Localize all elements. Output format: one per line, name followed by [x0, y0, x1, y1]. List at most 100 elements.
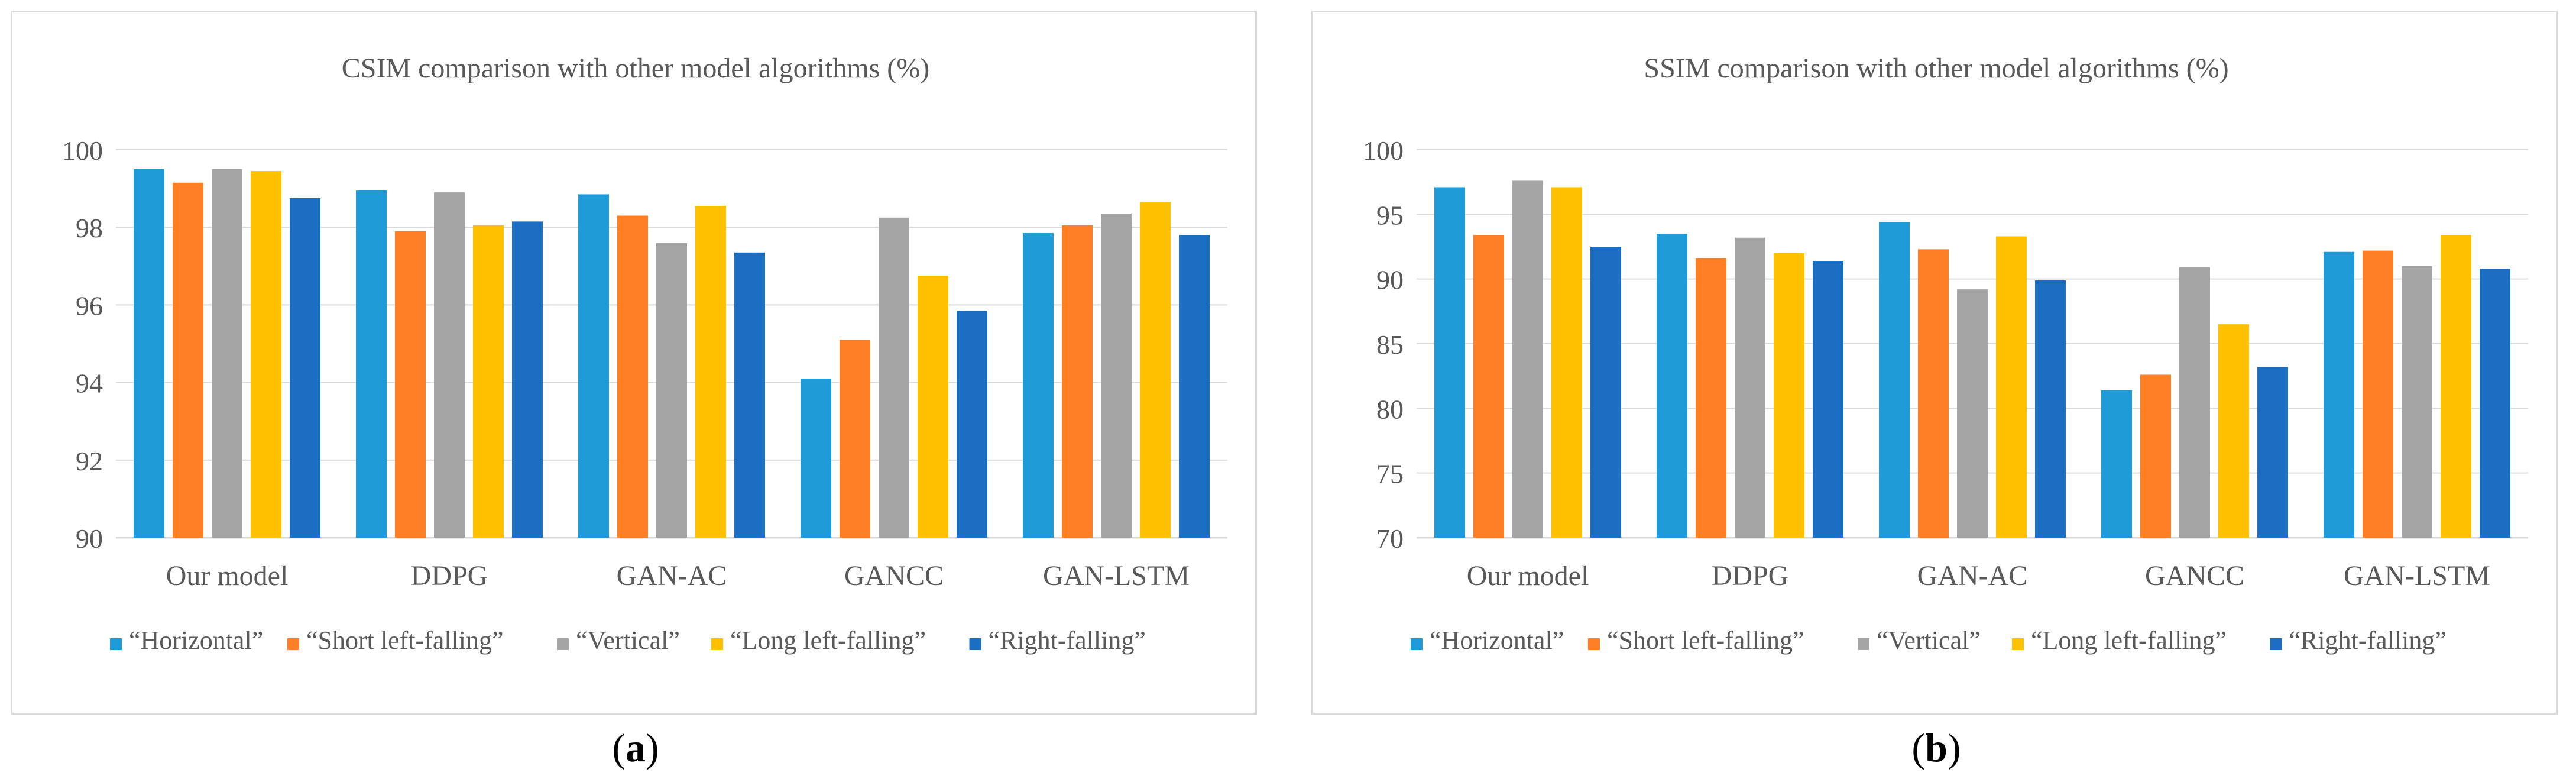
bar — [1957, 289, 1988, 538]
legend-swatch — [2012, 638, 2024, 650]
bar — [2402, 266, 2432, 538]
x-tick-label: GANCC — [2145, 560, 2244, 592]
legend-label: “Short left-falling” — [306, 626, 504, 655]
bar — [2179, 267, 2210, 538]
bar — [578, 194, 609, 538]
legend-label: “Horizontal” — [1430, 626, 1564, 655]
bar — [918, 276, 948, 538]
y-tick-label: 90 — [1376, 265, 1404, 295]
bar — [512, 221, 543, 538]
bar — [1140, 202, 1171, 538]
bar — [1590, 247, 1621, 538]
x-tick-label: GAN-LSTM — [2344, 560, 2490, 592]
bar — [879, 217, 909, 538]
bar — [1774, 253, 1804, 538]
bar — [734, 252, 765, 538]
chart-a: CSIM comparison with other model algorit… — [11, 11, 1257, 715]
chart-b: SSIM comparison with other model algorit… — [1311, 11, 2558, 715]
panel-b: SSIM comparison with other model algorit… — [1301, 0, 2572, 782]
caption-a: (a) — [612, 725, 659, 770]
bar — [957, 311, 987, 538]
chart-a-svg: CSIM comparison with other model algorit… — [62, 53, 1227, 655]
caption-b-label: b — [1925, 725, 1948, 770]
bar — [2101, 390, 2132, 538]
bar — [1657, 234, 1687, 538]
legend-label: “Vertical” — [1877, 626, 1981, 655]
bar — [1918, 249, 1949, 538]
chart-title: SSIM comparison with other model algorit… — [1644, 53, 2228, 84]
y-tick-label: 95 — [1376, 200, 1404, 230]
y-tick-label: 80 — [1376, 394, 1404, 424]
y-tick-label: 85 — [1376, 329, 1404, 360]
bar — [1101, 214, 1132, 538]
bar — [801, 379, 831, 538]
bar — [395, 231, 426, 538]
legend-label: “Short left-falling” — [1607, 626, 1804, 655]
bar — [1735, 237, 1765, 538]
bar — [1434, 187, 1465, 538]
x-tick-label: GAN-LSTM — [1043, 560, 1190, 592]
x-tick-label: GANCC — [844, 560, 944, 592]
bar — [1062, 225, 1093, 538]
legend-swatch — [1411, 638, 1423, 650]
caption-a-label: a — [626, 725, 646, 770]
legend: “Horizontal” “Short left-falling” “Vertica… — [1411, 626, 2447, 655]
legend-label: “Horizontal” — [129, 626, 263, 655]
x-tick-label: GAN-AC — [617, 560, 727, 592]
caption-b: (b) — [1911, 725, 1961, 770]
bar — [251, 171, 281, 538]
bar — [1996, 236, 2027, 538]
y-tick-label: 96 — [76, 290, 103, 321]
bar — [434, 192, 465, 538]
bar — [2324, 251, 2354, 538]
bar — [2218, 324, 2249, 538]
chart-b-svg: SSIM comparison with other model algorit… — [1363, 53, 2528, 655]
legend-swatch — [1858, 638, 1869, 650]
y-tick-label: 70 — [1376, 524, 1404, 554]
x-tick-label: DDPG — [1712, 560, 1789, 592]
bar — [695, 206, 726, 538]
legend-swatch — [557, 638, 569, 650]
bar — [2035, 280, 2066, 538]
legend-swatch — [2270, 638, 2282, 650]
y-tick-label: 92 — [76, 446, 103, 476]
legend-swatch — [1588, 638, 1600, 650]
bar — [840, 340, 870, 538]
legend-label: “Right-falling” — [2289, 626, 2447, 655]
bar — [2363, 250, 2393, 538]
bar — [1813, 261, 1843, 538]
legend-swatch — [969, 638, 981, 650]
x-tick-label: GAN-AC — [1917, 560, 2028, 592]
bar — [1179, 235, 1210, 538]
legend-label: “Long left-falling” — [2031, 626, 2227, 655]
chart-title: CSIM comparison with other model algorit… — [342, 53, 930, 84]
bar — [1473, 235, 1504, 538]
bar — [173, 182, 203, 538]
legend-label: “Long left-falling” — [730, 626, 926, 655]
y-tick-label: 75 — [1376, 459, 1404, 489]
bar — [2441, 235, 2471, 538]
bar — [1512, 180, 1543, 538]
bar — [1023, 233, 1054, 538]
bar — [290, 198, 320, 538]
bar — [473, 225, 504, 538]
bar — [617, 215, 648, 538]
bar — [2257, 367, 2288, 538]
bar — [1551, 187, 1582, 538]
legend-label: “Vertical” — [576, 626, 680, 655]
bar — [2480, 269, 2510, 538]
y-tick-label: 100 — [1363, 135, 1404, 166]
legend: “Horizontal” “Short left-falling” “Vertica… — [110, 626, 1146, 655]
legend-label: “Right-falling” — [989, 626, 1146, 655]
bar — [1879, 222, 1910, 538]
y-tick-label: 94 — [76, 369, 103, 399]
legend-swatch — [110, 638, 122, 650]
legend-swatch — [711, 638, 723, 650]
bar — [1696, 258, 1726, 538]
bar — [356, 190, 387, 538]
bar — [656, 243, 687, 538]
y-tick-label: 90 — [76, 524, 103, 554]
x-tick-label: Our model — [1467, 560, 1589, 592]
x-tick-label: Our model — [166, 560, 289, 592]
bar — [212, 169, 242, 538]
